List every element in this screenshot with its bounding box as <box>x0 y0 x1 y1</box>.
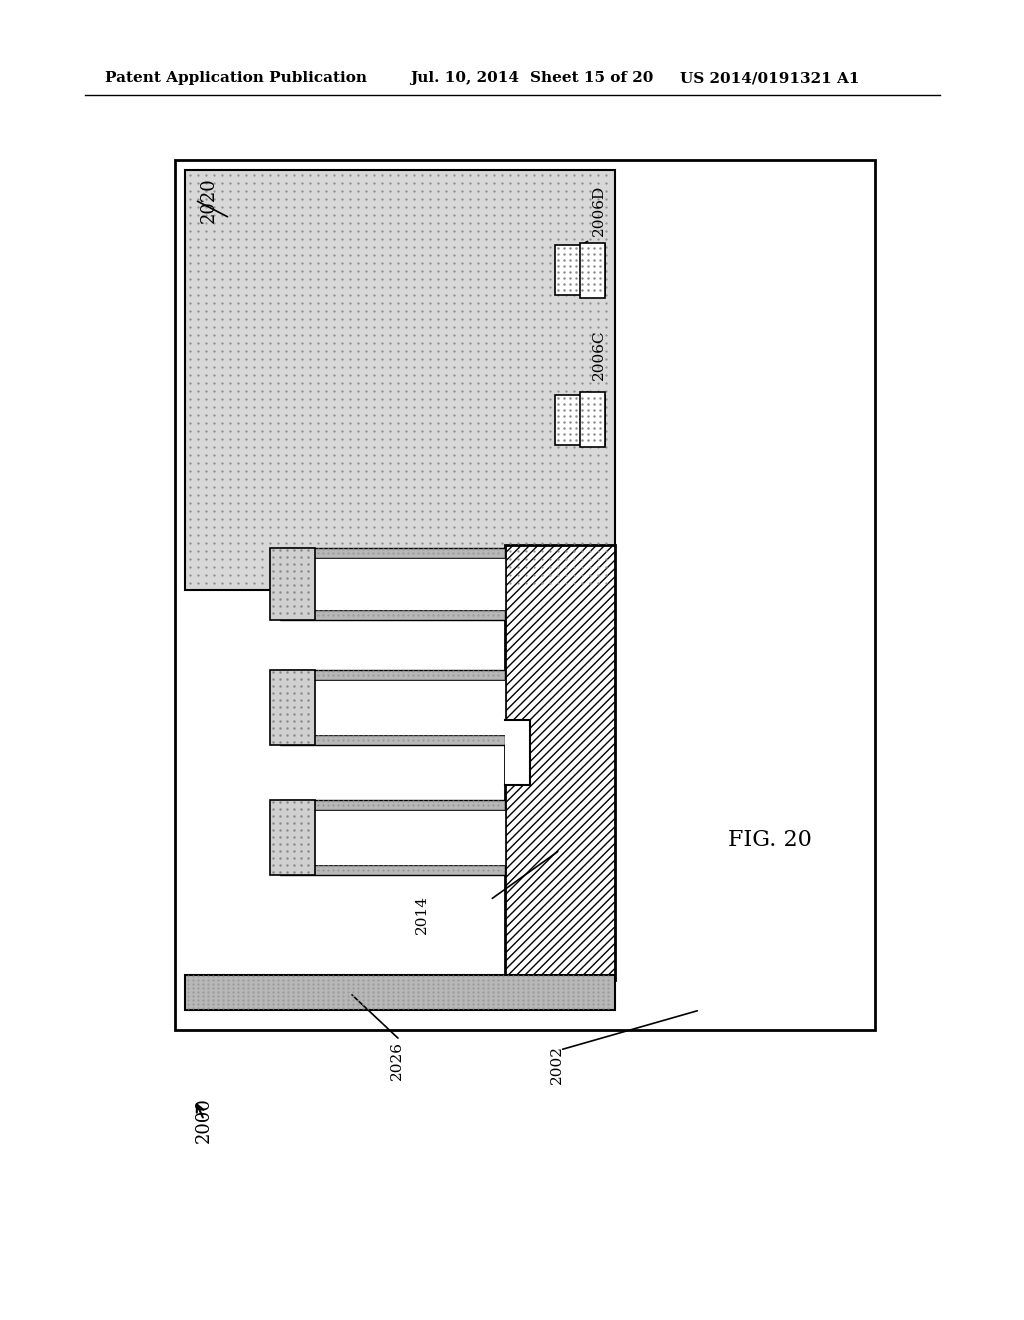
Bar <box>280 735 505 744</box>
Bar <box>555 246 605 294</box>
Bar <box>270 548 315 620</box>
Text: 2026: 2026 <box>390 1040 404 1080</box>
Bar <box>185 975 615 1010</box>
Text: 2014: 2014 <box>415 895 429 935</box>
Bar <box>555 395 605 445</box>
Bar <box>270 671 315 744</box>
Bar <box>270 800 315 875</box>
Text: Patent Application Publication: Patent Application Publication <box>105 71 367 84</box>
Bar <box>580 392 605 447</box>
Text: Sheet 15 of 20: Sheet 15 of 20 <box>530 71 653 84</box>
Bar <box>280 610 505 620</box>
Text: 2000: 2000 <box>195 1097 213 1143</box>
Text: 2006C: 2006C <box>592 330 606 380</box>
Bar <box>280 865 505 875</box>
Bar <box>280 810 505 865</box>
Text: 2006D: 2006D <box>592 185 606 236</box>
Bar <box>280 558 505 610</box>
Text: 2002: 2002 <box>550 1045 564 1085</box>
Bar <box>505 545 615 979</box>
Text: FIG. 20: FIG. 20 <box>728 829 812 851</box>
Bar <box>280 671 505 680</box>
Text: US 2014/0191321 A1: US 2014/0191321 A1 <box>680 71 859 84</box>
FancyBboxPatch shape <box>175 160 874 1030</box>
Bar <box>280 548 505 558</box>
Bar <box>580 243 605 298</box>
Text: 2020: 2020 <box>200 177 218 223</box>
Text: Jul. 10, 2014: Jul. 10, 2014 <box>410 71 519 84</box>
Bar <box>280 680 505 735</box>
Bar <box>185 170 615 590</box>
Bar <box>280 800 505 810</box>
Bar <box>505 719 530 785</box>
